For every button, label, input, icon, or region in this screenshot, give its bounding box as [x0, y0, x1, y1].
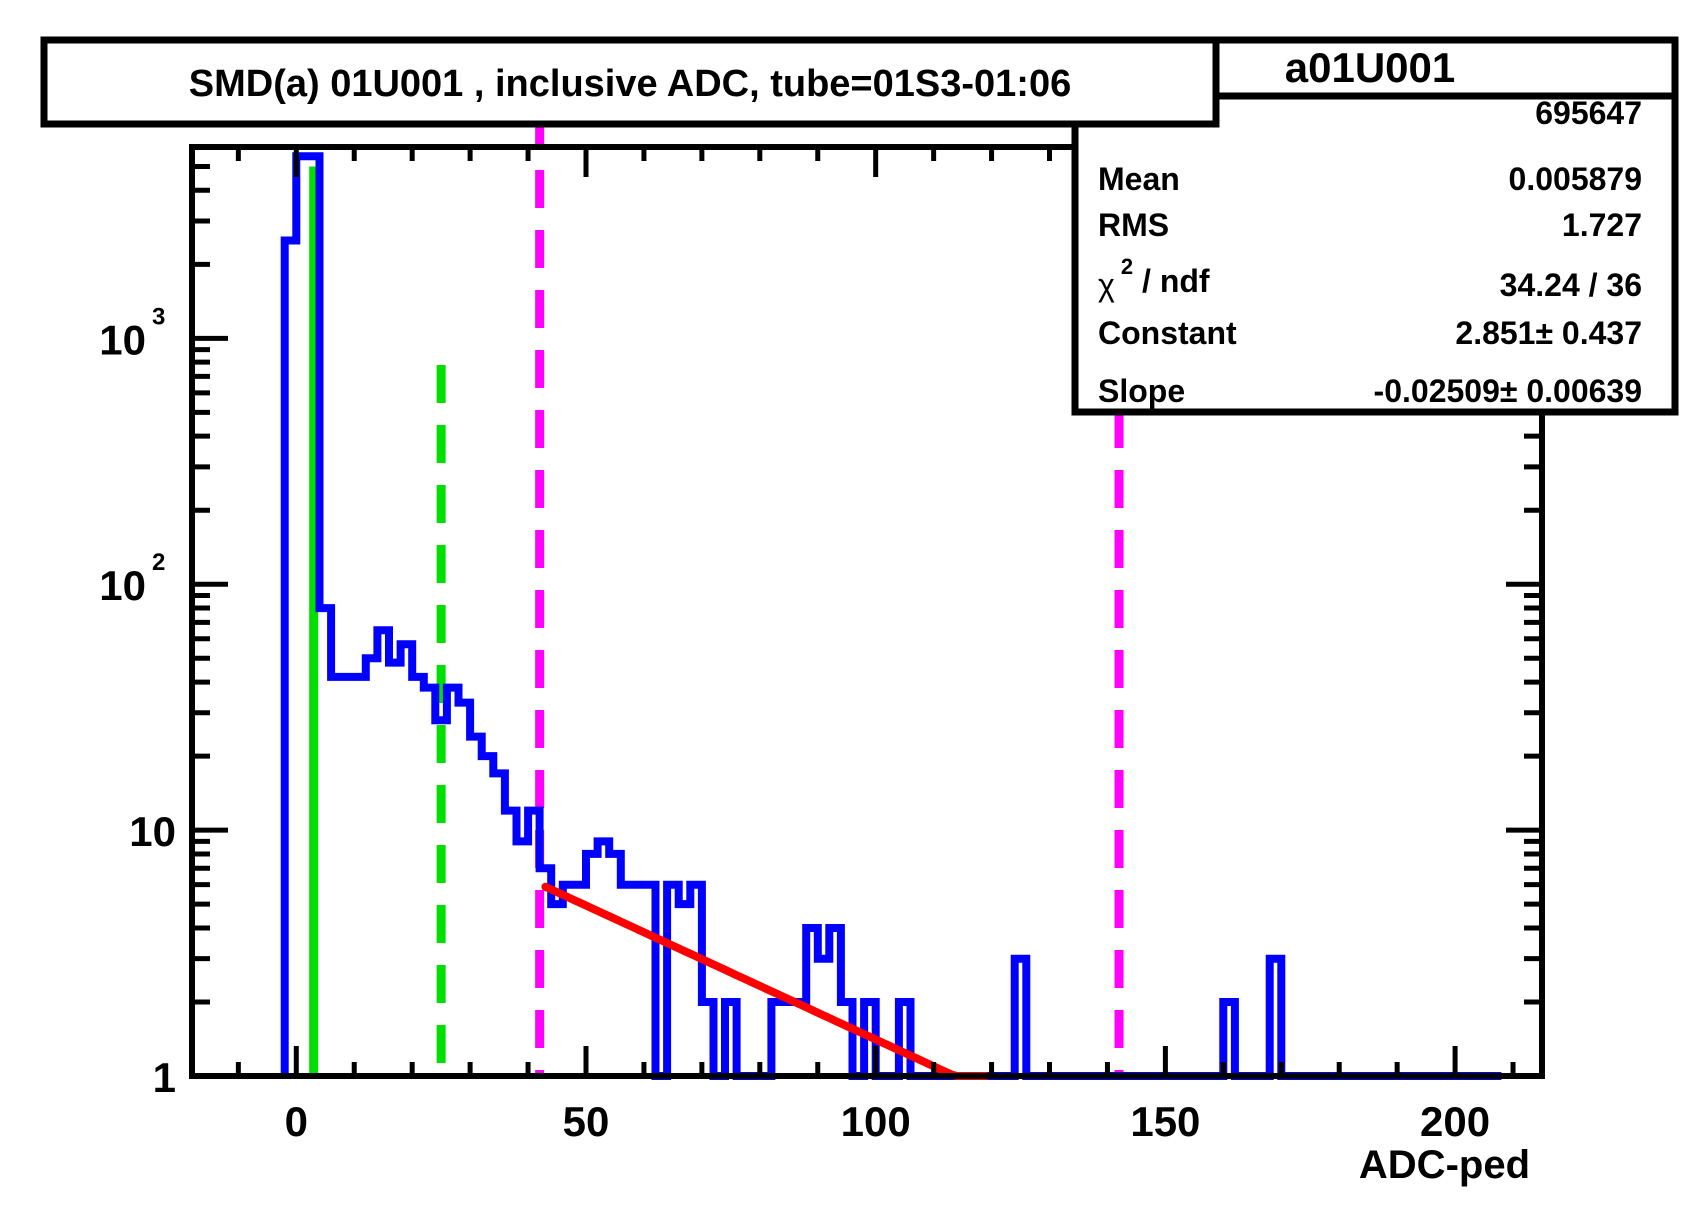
title-box: SMD(a) 01U001 , inclusive ADC, tube=01S3… [40, 36, 1220, 128]
stats-row-value: 2.851± 0.437 [1455, 315, 1642, 351]
x-axis-label: ADC-ped [1359, 1143, 1530, 1187]
x-tick-label: 100 [841, 1098, 911, 1145]
fit-layer [541, 882, 990, 1080]
exponential-fit-curve [541, 882, 990, 1080]
stats-row-label: Mean [1098, 161, 1180, 197]
stats-row-label: RMS [1098, 207, 1169, 243]
stats-row-label: Slope [1098, 373, 1185, 409]
y-tick-label: 10 [99, 316, 146, 363]
marker-lines [309, 110, 1124, 1076]
histogram-outline [280, 152, 1502, 1080]
plot-frame [189, 144, 1545, 1079]
x-tick-label: 0 [285, 1098, 308, 1145]
chart-title: SMD(a) 01U001 , inclusive ADC, tube=01S3… [189, 63, 1071, 105]
stats-box-name: a01U001 [1285, 44, 1455, 91]
y-tick-label: 10 [99, 562, 146, 609]
stats-row-label: χ 2 / ndf [1098, 254, 1210, 303]
y-tick-exponent: 3 [152, 303, 165, 330]
stats-row-value: 1.727 [1562, 207, 1642, 243]
stats-row-value: -0.02509± 0.00639 [1374, 373, 1642, 409]
stats-row-value: 695647 [1535, 95, 1642, 131]
stats-row-label: Constant [1098, 315, 1237, 351]
x-tick-label: 150 [1130, 1098, 1200, 1145]
stats-row-value: 34.24 / 36 [1500, 267, 1642, 303]
stats-row-value: 0.005879 [1509, 161, 1642, 197]
title-box-frame [40, 36, 1220, 128]
y-tick-exponent: 2 [152, 549, 165, 576]
x-tick-label: 50 [563, 1098, 610, 1145]
histogram-layer [280, 152, 1502, 1080]
y-tick-label: 1 [153, 1054, 176, 1101]
y-tick-label: 10 [129, 808, 176, 855]
x-tick-label: 200 [1420, 1098, 1490, 1145]
